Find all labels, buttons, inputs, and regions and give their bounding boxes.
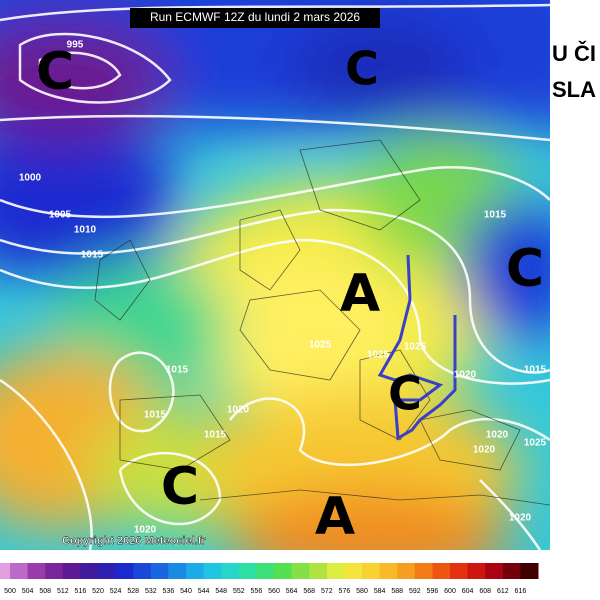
scale-label: 556 bbox=[251, 588, 263, 595]
title: Run ECMWF 12Z du lundi 2 mars 2026 bbox=[150, 10, 360, 24]
isobar-label: 1025 bbox=[309, 340, 332, 351]
scale-label: 528 bbox=[127, 588, 139, 595]
scale-label: 604 bbox=[462, 588, 474, 595]
pressure-center: A bbox=[315, 487, 355, 547]
scale-label: 548 bbox=[215, 588, 227, 595]
isobar-label: 1020 bbox=[473, 445, 496, 456]
pressure-center: C bbox=[388, 367, 422, 421]
isobar-label: 1025 bbox=[524, 438, 547, 449]
scale-cell bbox=[45, 563, 64, 579]
pressure-center: C bbox=[345, 42, 379, 96]
color-scale: 500 504 508 512 516 520 524 528 532 536 540 544 548 5… bbox=[0, 563, 539, 595]
scale-cell bbox=[256, 563, 275, 579]
copyright: Copyright 2026 Meteociel.fr bbox=[62, 535, 206, 547]
pressure-center: C bbox=[161, 457, 199, 517]
scale-cell bbox=[80, 563, 99, 579]
title-box bbox=[130, 8, 380, 28]
scale-cell bbox=[10, 563, 29, 579]
scale-cell bbox=[520, 563, 539, 579]
side-text: U ČI bbox=[552, 41, 596, 66]
scale-label: 616 bbox=[515, 588, 527, 595]
scale-cell bbox=[98, 563, 117, 579]
scale-label: 532 bbox=[145, 588, 157, 595]
pressure-center: C bbox=[36, 42, 74, 102]
isobar-label: 1005 bbox=[49, 210, 72, 221]
pressure-center: C bbox=[506, 239, 544, 299]
scale-label: 504 bbox=[22, 588, 34, 595]
scale-label: 580 bbox=[356, 588, 368, 595]
scale-cell bbox=[414, 563, 433, 579]
isobar-label: 1010 bbox=[74, 225, 97, 236]
scale-cell bbox=[379, 563, 398, 579]
isobar-label: 1015 bbox=[81, 250, 104, 261]
scale-label: 572 bbox=[321, 588, 333, 595]
scale-label: 560 bbox=[268, 588, 280, 595]
isobar-label: 1020 bbox=[227, 405, 250, 416]
isobar-label: 1020 bbox=[509, 513, 532, 524]
isobar-label: 1015 bbox=[166, 365, 189, 376]
scale-label: 536 bbox=[163, 588, 175, 595]
isobar-label: 1025 bbox=[367, 350, 390, 361]
isobar-label: 1020 bbox=[454, 370, 477, 381]
isobar-label: 1020 bbox=[486, 430, 509, 441]
pressure-center: A bbox=[340, 264, 380, 324]
scale-label: 564 bbox=[286, 588, 298, 595]
isobar-label: 1020 bbox=[134, 525, 157, 536]
isobar-label: 1015 bbox=[144, 410, 167, 421]
scale-cell bbox=[291, 563, 310, 579]
scale-cell bbox=[168, 563, 187, 579]
isobar-label: 1015 bbox=[204, 430, 227, 441]
scale-cell bbox=[344, 563, 363, 579]
scale-label: 568 bbox=[303, 588, 315, 595]
scale-label: 508 bbox=[39, 588, 51, 595]
scale-cell bbox=[0, 563, 11, 579]
scale-cell bbox=[485, 563, 504, 579]
scale-label: 612 bbox=[497, 588, 509, 595]
scale-label: 552 bbox=[233, 588, 245, 595]
scale-label: 516 bbox=[75, 588, 87, 595]
scale-cell bbox=[502, 563, 521, 579]
isobar-label: 1015 bbox=[484, 210, 507, 221]
scale-label: 584 bbox=[374, 588, 386, 595]
isobar-label: 1015 bbox=[524, 365, 547, 376]
scale-cell bbox=[309, 563, 328, 579]
scale-label: 596 bbox=[427, 588, 439, 595]
scale-cell bbox=[27, 563, 46, 579]
scale-cell bbox=[326, 563, 345, 579]
scale-label: 588 bbox=[391, 588, 403, 595]
scale-label: 608 bbox=[479, 588, 491, 595]
scale-cell bbox=[397, 563, 416, 579]
scale-label: 512 bbox=[57, 588, 69, 595]
isobar-label: 1025 bbox=[404, 342, 427, 353]
scale-cell bbox=[362, 563, 381, 579]
scale-cell bbox=[467, 563, 486, 579]
scale-cell bbox=[450, 563, 469, 579]
scale-cell bbox=[238, 563, 257, 579]
scale-label: 600 bbox=[444, 588, 456, 595]
scale-cell bbox=[133, 563, 152, 579]
scale-label: 540 bbox=[180, 588, 192, 595]
scale-label: 544 bbox=[198, 588, 210, 595]
scale-label: 576 bbox=[339, 588, 351, 595]
scale-cell bbox=[150, 563, 169, 579]
scale-cell bbox=[115, 563, 134, 579]
scale-cell bbox=[274, 563, 293, 579]
side-text: SLA bbox=[552, 77, 596, 102]
isobar-label: 1000 bbox=[19, 173, 42, 184]
hand-drawn-line bbox=[377, 254, 457, 441]
scale-cell bbox=[203, 563, 222, 579]
scale-cell bbox=[186, 563, 205, 579]
scale-label: 592 bbox=[409, 588, 421, 595]
scale-label: 500 bbox=[4, 588, 16, 595]
scale-cell bbox=[432, 563, 451, 579]
scale-label: 520 bbox=[92, 588, 104, 595]
scale-cell bbox=[62, 563, 81, 579]
isobar-label: 995 bbox=[67, 40, 84, 51]
scale-cell bbox=[221, 563, 240, 579]
scale-label: 524 bbox=[110, 588, 122, 595]
